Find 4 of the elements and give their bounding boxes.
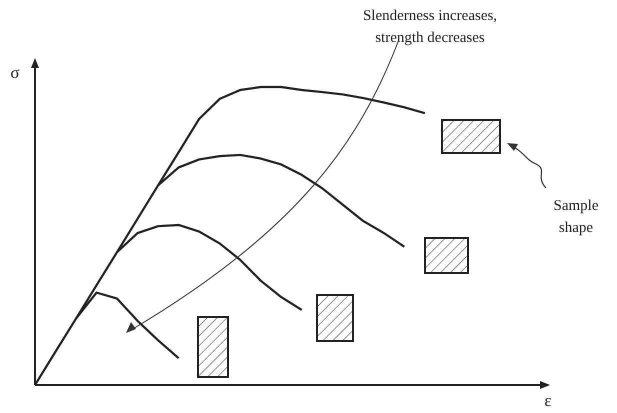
- text: Sample shape: [554, 198, 599, 236]
- y-axis-title: σ: [10, 63, 20, 82]
- text: Slenderness increases, strength decreases: [362, 8, 498, 46]
- x-axis-title: ε: [544, 391, 552, 410]
